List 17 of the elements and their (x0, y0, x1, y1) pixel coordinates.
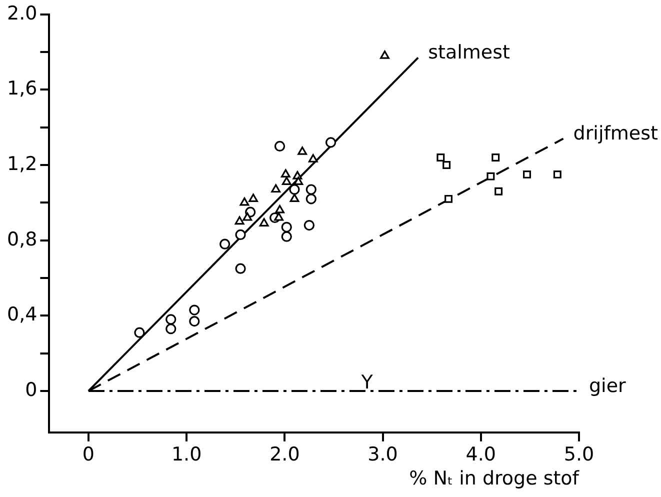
y-tick-label: 1,6 (7, 78, 38, 100)
y-tick-label: 0,8 (7, 228, 38, 250)
x-tick-label: 3.0 (368, 444, 398, 466)
series-label: gier (589, 374, 626, 397)
x-tick-label: 4.0 (466, 444, 496, 466)
y-tick-label: 0 (25, 378, 38, 401)
annotation: Y (360, 371, 374, 394)
y-tick-label: 0,4 (7, 304, 38, 326)
x-tick-label: 1.0 (171, 444, 202, 466)
y-tick-label: 2.0 (7, 2, 38, 24)
x-axis-title: % Nₜ in droge stof (409, 468, 580, 490)
x-tick-label: 5.0 (564, 444, 594, 466)
series-label: stalmest (428, 42, 510, 64)
x-tick-label: 0 (82, 444, 95, 466)
y-tick-label: 1,2 (7, 152, 38, 175)
x-tick-label: 2.0 (270, 444, 300, 466)
series-label: drijfmest (573, 122, 658, 145)
